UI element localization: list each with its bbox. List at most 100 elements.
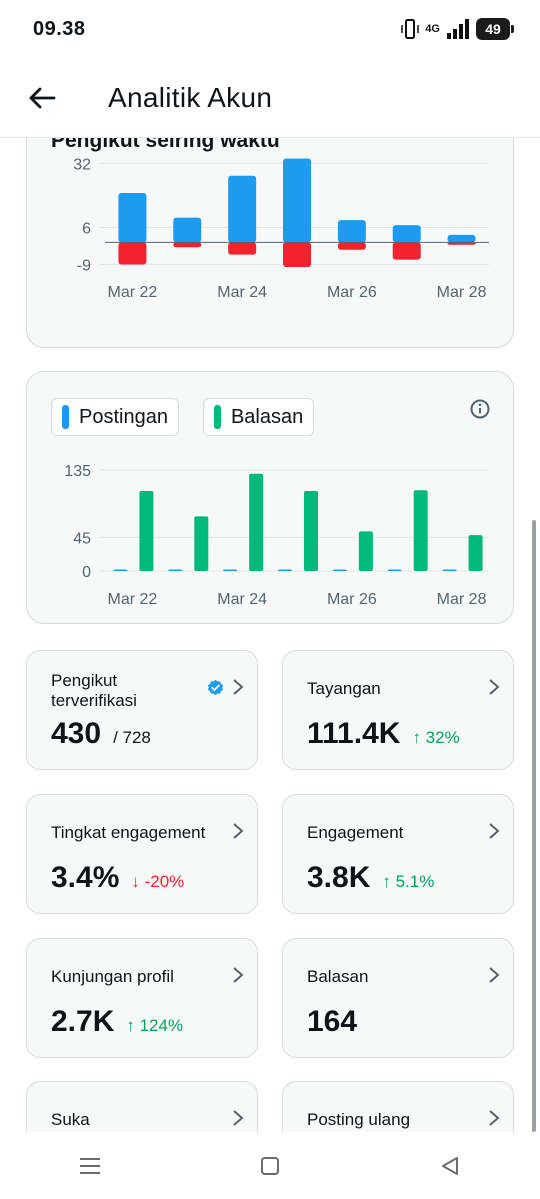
bar-negative: [447, 242, 476, 245]
legend-swatch-blue: [62, 405, 69, 429]
chevron-right-icon: [489, 823, 500, 839]
stat-value: 430: [51, 717, 102, 750]
x-tick-label: Mar 26: [327, 591, 377, 608]
chevron-right-icon: [233, 823, 244, 839]
stat-value: 3.8K: [307, 861, 371, 894]
stat-card-verified-followers[interactable]: Pengikut terverifikasi 430 / 728: [26, 650, 258, 770]
menu-icon: [80, 1157, 100, 1174]
bar-balasan: [413, 490, 428, 571]
bar-balasan: [194, 516, 209, 571]
stat-title: Kunjungan profil: [51, 967, 174, 986]
app-header: Analitik Akun: [0, 62, 540, 138]
y-tick-label: 0: [82, 564, 91, 581]
x-tick-label: Mar 28: [437, 591, 487, 608]
bar-negative: [173, 242, 202, 248]
followers-chart-card: Pengikut seiring waktu 32 6 -9 Mar 22 Mar 24…: [26, 138, 514, 348]
analytics-content[interactable]: Pengikut seiring waktu 32 6 -9 Mar 22 Mar 24…: [0, 138, 540, 1132]
stat-delta: ↑ 5.1%: [382, 872, 435, 891]
bar-postingan: [168, 569, 183, 571]
bar-balasan: [304, 490, 318, 571]
bar-postingan: [332, 569, 347, 571]
stat-title: Engagement: [307, 823, 404, 842]
stat-card-profile-visits[interactable]: Kunjungan profil 2.7K ↑ 124%: [26, 938, 258, 1058]
stat-card-engagement-rate[interactable]: Tingkat engagement 3.4% ↓ -20%: [26, 794, 258, 914]
status-bar: 09.38 4G 49: [0, 0, 540, 62]
bar-balasan: [249, 473, 264, 571]
stat-title: Balasan: [307, 967, 369, 986]
back-nav-button[interactable]: [420, 1146, 480, 1186]
followers-chart: 32 6 -9 Mar 22 Mar 24 Mar 26 Mar 28: [73, 156, 489, 301]
legend-item-balasan[interactable]: Balasan: [202, 398, 315, 436]
x-tick-label: Mar 26: [327, 284, 377, 301]
scrollbar[interactable]: [532, 520, 536, 1132]
x-tick-label: Mar 22: [108, 591, 158, 608]
vibrate-icon: [401, 19, 420, 39]
bar-positive: [337, 220, 366, 243]
y-tick-label: 135: [64, 463, 91, 480]
bar-positive: [283, 158, 311, 243]
bar-positive: [118, 193, 147, 243]
triangle-back-icon: [442, 1156, 458, 1175]
signal-icon: [447, 19, 469, 39]
home-button[interactable]: [240, 1146, 300, 1186]
recents-button[interactable]: [60, 1146, 120, 1186]
stat-card-likes[interactable]: Suka: [26, 1081, 258, 1132]
stat-value-row: 3.4% ↓ -20%: [51, 861, 184, 895]
stat-title: Suka: [51, 1110, 90, 1129]
x-tick-label: Mar 28: [437, 284, 487, 301]
legend-label: Balasan: [230, 405, 304, 428]
verified-badge-icon: [207, 679, 224, 696]
bar-negative: [337, 242, 366, 250]
x-tick-label: Mar 22: [108, 284, 158, 301]
square-icon: [261, 1156, 279, 1175]
stat-card-replies[interactable]: Balasan 164: [282, 938, 514, 1058]
bar-negative: [283, 242, 311, 267]
bar-negative: [228, 242, 257, 255]
stat-value-row: 111.4K ↑ 32%: [307, 717, 460, 751]
stat-title: Tingkat engagement: [51, 823, 206, 842]
stat-card-reposts[interactable]: Posting ulang: [282, 1081, 514, 1132]
chevron-right-icon: [489, 679, 500, 695]
back-button[interactable]: [22, 78, 62, 118]
stat-card-impressions[interactable]: Tayangan 111.4K ↑ 32%: [282, 650, 514, 770]
bar-postingan: [278, 569, 292, 571]
y-tick-label: -9: [77, 258, 91, 275]
stat-value: 111.4K: [307, 717, 401, 750]
posts-chart-card: Postingan Balasan 135 45 0 Mar 22 Mar 24 Mar …: [26, 371, 514, 624]
stat-value-row: 430 / 728: [51, 717, 151, 751]
bar-postingan: [387, 569, 402, 571]
posts-chart: 135 45 0 Mar 22 Mar 24 Mar 26 Mar 28: [64, 463, 489, 608]
chevron-right-icon: [489, 967, 500, 983]
bar-balasan: [139, 490, 154, 571]
x-tick-label: Mar 24: [217, 591, 267, 608]
bar-postingan: [113, 569, 128, 571]
bar-positive: [392, 225, 421, 243]
stat-delta: ↑ 124%: [126, 1016, 184, 1035]
bar-postingan: [223, 569, 238, 571]
page-title: Analitik Akun: [108, 82, 273, 113]
arrow-left-icon: [29, 87, 56, 109]
stat-sub: / 728: [113, 728, 151, 747]
legend-swatch-green: [213, 405, 221, 429]
network-type: 4G: [425, 23, 440, 35]
info-icon[interactable]: [469, 398, 491, 420]
stat-card-engagements[interactable]: Engagement 3.8K ↑ 5.1%: [282, 794, 514, 914]
bar-positive: [173, 217, 202, 243]
bar-negative: [392, 242, 421, 260]
stat-title: Tayangan: [307, 679, 381, 698]
chevron-right-icon: [233, 679, 244, 695]
stat-title: Posting ulang: [307, 1110, 411, 1129]
stat-title: Pengikut terverifikasi: [51, 671, 137, 710]
stat-value-row: 2.7K ↑ 124%: [51, 1005, 183, 1039]
stat-value-row: 164: [307, 1005, 357, 1039]
status-icons: 4G 49: [401, 18, 514, 40]
bar-positive: [228, 175, 257, 243]
y-tick-label: 6: [82, 221, 91, 238]
x-tick-label: Mar 24: [217, 284, 267, 301]
bar-postingan: [442, 569, 457, 571]
battery-level: 49: [485, 21, 501, 37]
legend-label: Postingan: [79, 405, 168, 428]
bar-balasan: [468, 535, 483, 571]
system-nav-bar: [0, 1132, 540, 1199]
legend-item-postingan[interactable]: Postingan: [51, 398, 179, 436]
